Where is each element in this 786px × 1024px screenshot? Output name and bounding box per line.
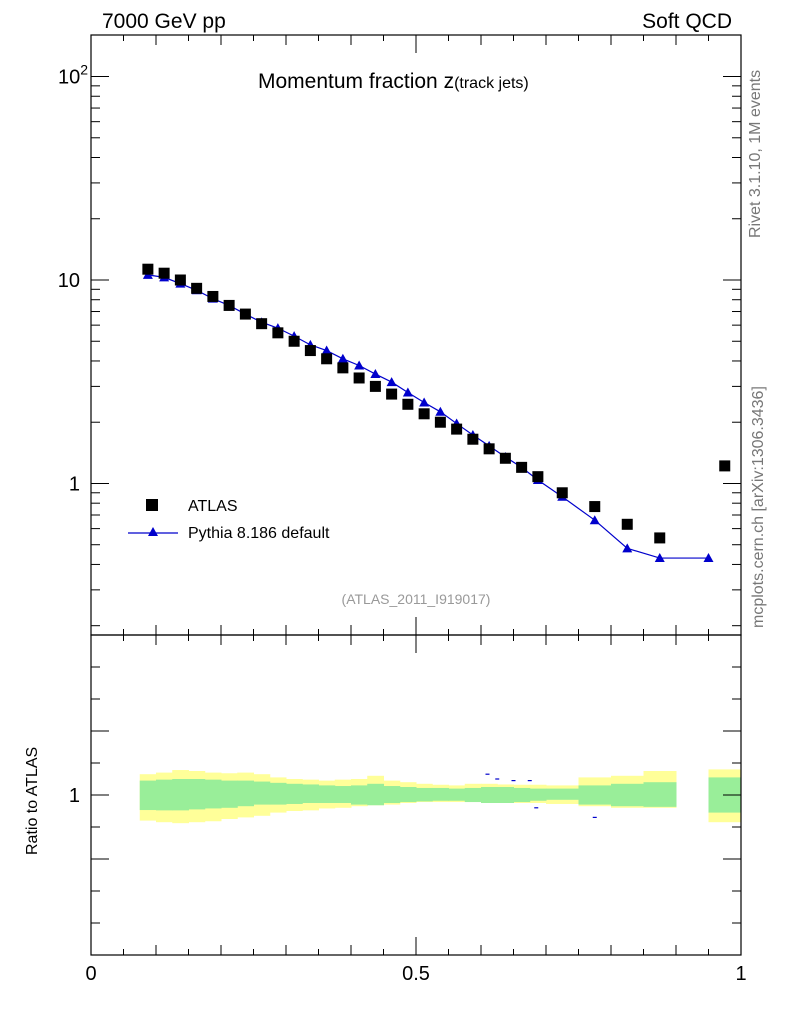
ratio-stat-band	[643, 782, 677, 807]
legend-atlas-marker	[146, 499, 158, 511]
atlas-point	[191, 282, 203, 294]
atlas-point	[621, 518, 633, 530]
chart-title-main: Momentum fraction z	[258, 70, 454, 93]
y-tick-label: 102	[58, 62, 88, 89]
x-tick-label: 0	[85, 963, 96, 985]
ratio-stat-band	[448, 788, 466, 801]
ratio-stat-band	[399, 787, 417, 803]
atlas-point	[256, 318, 268, 330]
ratio-stat-band	[513, 787, 531, 803]
ratio-stat-band	[318, 785, 336, 803]
ratio-stat-band	[578, 785, 612, 805]
ratio-stat-band	[269, 782, 287, 805]
pythia-point	[703, 553, 714, 563]
pythia-point	[402, 387, 413, 397]
atlas-point	[321, 353, 333, 365]
ratio-y-axis-label: Ratio to ATLAS	[24, 747, 41, 855]
pythia-point	[386, 377, 397, 387]
atlas-point	[207, 290, 219, 302]
atlas-point	[719, 460, 731, 472]
pythia-point	[654, 553, 665, 563]
ratio-stat-band	[416, 787, 433, 802]
pythia-point	[435, 406, 446, 416]
ratio-stat-band	[546, 788, 579, 800]
atlas-point	[288, 335, 300, 347]
y-tick-label: 1	[69, 473, 80, 495]
atlas-point	[589, 501, 601, 513]
ratio-stat-band	[351, 785, 368, 805]
pythia-point	[354, 360, 365, 370]
ratio-plot	[139, 769, 742, 824]
ratio-stat-band	[302, 784, 319, 803]
pythia-point	[622, 543, 633, 553]
y-tick-label: 10	[58, 270, 80, 292]
ratio-stat-band	[529, 788, 547, 801]
rivet-version-label: Rivet 3.1.10, 1M events	[747, 70, 764, 238]
atlas-point	[386, 388, 398, 400]
chart-title-sub: (track jets)	[454, 75, 529, 92]
main-plot	[142, 263, 731, 563]
atlas-point	[516, 461, 528, 473]
atlas-point	[337, 362, 349, 374]
legend-pythia-label: Pythia 8.186 default	[188, 525, 330, 542]
ratio-stat-band	[156, 779, 173, 811]
chart-title: Momentum fraction z(track jets)	[258, 70, 529, 93]
ratio-stat-band	[188, 779, 206, 810]
atlas-point	[434, 416, 446, 428]
ratio-stat-band	[286, 783, 303, 804]
atlas-point	[451, 423, 463, 435]
main-frame	[90, 34, 742, 636]
legend: ATLAS Pythia 8.186 default	[128, 498, 330, 542]
ratio-stat-band	[367, 783, 384, 806]
legend-pythia-marker	[148, 527, 158, 536]
ratio-stat-band	[237, 780, 254, 807]
atlas-point	[402, 398, 414, 410]
pythia-point	[419, 397, 430, 407]
atlas-point	[304, 345, 316, 357]
analysis-id-label: (ATLAS_2011_I919017)	[342, 591, 491, 607]
axes: 0 0.5 1 1 10 102 1	[58, 34, 747, 985]
atlas-point	[499, 452, 511, 464]
atlas-point	[272, 327, 284, 339]
ratio-y-tick-label: 1	[69, 785, 80, 807]
ratio-stat-band	[221, 780, 238, 808]
atlas-point	[418, 408, 430, 420]
atlas-point	[654, 532, 666, 544]
atlas-point	[174, 274, 186, 286]
legend-atlas-label: ATLAS	[188, 498, 238, 515]
atlas-point	[223, 299, 235, 311]
atlas-point	[353, 372, 365, 384]
ratio-stat-band	[383, 786, 401, 803]
process-label: Soft QCD	[642, 10, 732, 33]
ratio-stat-band	[253, 781, 271, 805]
x-tick-label: 1	[735, 963, 746, 985]
y-tick-label-exponent: 2	[80, 62, 88, 78]
atlas-point	[369, 380, 381, 392]
beam-label: 7000 GeV pp	[102, 10, 226, 33]
source-label: mcplots.cern.ch [arXiv:1306.3436]	[750, 386, 767, 628]
pythia-point	[337, 353, 348, 363]
pythia-point	[370, 369, 381, 379]
ratio-stat-band	[432, 787, 449, 801]
ratio-stat-band	[464, 787, 482, 803]
atlas-point	[467, 433, 479, 445]
pythia-point	[321, 345, 332, 355]
atlas-point	[239, 308, 251, 320]
ratio-stat-band	[481, 787, 498, 803]
ratio-stat-band	[611, 783, 644, 807]
ratio-stat-band	[204, 779, 222, 809]
atlas-point	[532, 471, 544, 483]
atlas-point	[142, 263, 154, 275]
ratio-stat-band	[334, 786, 352, 803]
atlas-point	[483, 443, 495, 455]
pythia-point	[589, 515, 600, 525]
atlas-point	[556, 487, 568, 499]
atlas-point	[158, 267, 170, 279]
ratio-stat-band	[172, 779, 189, 811]
x-tick-label: 0.5	[402, 963, 430, 985]
ratio-stat-band	[139, 780, 157, 811]
ratio-stat-band	[497, 787, 514, 803]
